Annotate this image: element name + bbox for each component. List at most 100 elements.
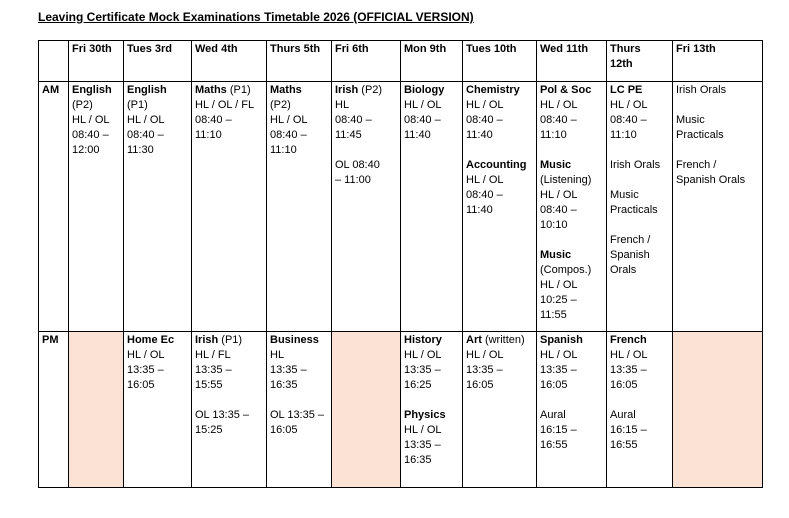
text-line: Business [270,334,319,346]
column-header-thurs-5th: Thurs 5th [266,40,332,82]
text-line: 12:00 [72,144,100,156]
text-line [610,173,669,188]
text-line [270,393,328,408]
text-line: HL / OL [404,349,442,361]
cell-pm-thurs-5th: Business HL 13:35 – 16:35 OL 13:35 – 16:05 [266,331,332,488]
text-line: 10:25 – [540,294,577,306]
text-line [676,143,759,158]
timetable-row-am: AM English (P2) HL / OL 08:40 –12:00 English(… [38,81,763,332]
text-line: 11:10 [540,129,567,141]
text-line: 08:40 – [404,114,441,126]
text-line: Aural [610,409,636,421]
text-line: (P1) [127,99,148,111]
text-line: 13:35 – [540,364,577,376]
text-line: 08:40 – [195,114,232,126]
text-line: Music [540,249,572,261]
text-line [610,218,669,233]
column-header-wed-4th: Wed 4th [191,40,267,82]
text-line: HL / OL / FL [195,99,255,111]
text-line: HL / FL [195,349,231,361]
text-line: Spanish [540,334,583,346]
cell-pm-fri-13th [672,331,763,488]
column-header-tues-10th: Tues 10th [462,40,537,82]
header-row: Fri 30th Tues 3rd Wed 4th Thurs 5th Fri 6th M… [38,40,763,82]
text-line: 13:35 – [404,364,441,376]
text-line: Pol & Soc [540,84,592,96]
column-header-blank [38,40,69,82]
text-line [540,143,603,158]
text-line: 13:35 – [127,364,164,376]
text-line: 16:35 [404,454,432,466]
timetable: Fri 30th Tues 3rd Wed 4th Thurs 5th Fri 6th M… [38,40,763,488]
text-line: HL / OL [610,349,648,361]
text-line: HL / OL [72,114,110,126]
text-line: 13:35 – [404,439,441,451]
text-line: HL / OL [404,424,442,436]
column-header-fri-6th: Fri 6th [331,40,401,82]
text-line: 08:40 – [540,204,577,216]
text-line: (P2) [270,99,291,111]
text-line [195,393,263,408]
text-line: HL / OL [540,99,578,111]
text-line: 08:40 – [335,114,372,126]
text-line: (Listening) [540,174,592,186]
text-line: Home Ec [127,334,175,346]
text-line: HL [270,349,285,361]
cell-pm-tues-10th: Art (written) HL / OL 13:35 – 16:05 [462,331,537,488]
text-line: 13:35 – [195,364,232,376]
text-line: HL [335,99,350,111]
text-line: Music [540,159,572,171]
text-line: Orals [610,264,637,276]
cell-am-wed-4th: Maths (P1) HL / OL / FL 08:40 – 11:10 [191,81,267,332]
text-line: Practicals [676,129,724,141]
text-line: 11:55 [540,309,567,321]
cell-pm-thurs-12th: French HL / OL 13:35 – 16:05 Aural 16:15 – 16… [606,331,673,488]
text-line: OL 08:40 [335,159,380,171]
cell-pm-wed-11th: Spanish HL / OL 13:35 – 16:05 Aural 16:15 – 1… [536,331,607,488]
text-line [404,393,459,408]
text-line: 08:40 – [466,114,503,126]
text-line [540,233,603,248]
text-line: 08:40 – [610,114,647,126]
text-line: 11:45 [335,129,362,141]
text-line: HL / OL [127,114,165,126]
text-line: HL / OL [540,279,578,291]
text-line: 13:35 – [610,364,647,376]
timetable-row-pm: PM Home Ec HL / OL 13:35 – 16:05 Irish (P1) HL… [38,331,763,488]
text-line: 16:05 [540,379,568,391]
text-line: 16:55 [610,439,638,451]
text-line: Irish Orals [676,84,727,96]
text-line: 13:35 – [270,364,307,376]
text-line: Practicals [610,204,658,216]
cell-pm-fri-30th [68,331,124,488]
text-line: Physics [404,409,446,421]
text-line: 13:35 – [466,364,503,376]
column-header-fri-30th: Fri 30th [68,40,124,82]
row-label-am: AM [38,81,69,332]
text-line: Spanish [610,249,650,261]
cell-am-fri-30th: English (P2) HL / OL 08:40 – 12:00 [68,81,124,332]
text-line: French / [676,159,717,171]
text-line: OL 13:35 – [270,409,325,421]
cell-am-mon-9th: Biology HL / OL 08:40 – 11:40 [400,81,463,332]
text-line: 11:30 [127,144,154,156]
text-line: Biology [404,84,445,96]
text-line [610,393,669,408]
text-line: (Compos.) [540,264,592,276]
text-line: 16:05 [466,379,494,391]
text-line: HL / OL [127,349,165,361]
text-line: Art (written) [466,334,525,346]
text-line: 08:40 – [270,129,307,141]
text-line: English [72,84,112,96]
text-line: – 11:00 [335,174,371,186]
text-line [540,393,603,408]
text-line: 10:10 [540,219,568,231]
text-line: HL / OL [270,114,308,126]
timetable-container: Fri 30th Tues 3rd Wed 4th Thurs 5th Fri 6th M… [38,40,763,488]
text-line: Chemistry [466,84,520,96]
text-line: Maths [270,84,302,96]
text-line: OL 13:35 – [195,409,250,421]
cell-pm-tues-3rd: Home Ec HL / OL 13:35 – 16:05 [123,331,192,488]
text-line: 11:40 [466,204,493,216]
